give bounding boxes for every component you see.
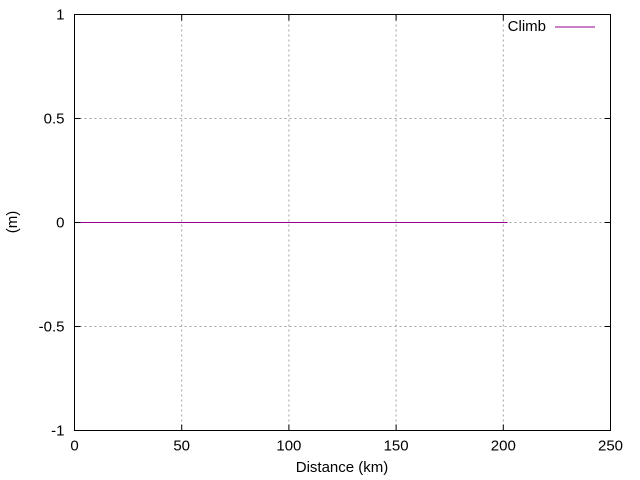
x-tick-label: 0 xyxy=(70,438,78,455)
x-axis-label: Distance (km) xyxy=(296,459,389,476)
x-tick-label: 200 xyxy=(491,438,516,455)
x-tick-label: 100 xyxy=(276,438,301,455)
legend-label-climb: Climb xyxy=(508,18,546,35)
grid xyxy=(74,14,611,431)
x-tick-label: 150 xyxy=(384,438,409,455)
axis-ticks: 0 50 100 150 200 250 -1 -0.5 0 0.5 1 xyxy=(39,7,623,455)
y-tick-label: -1 xyxy=(51,423,64,440)
y-tick-label: 0 xyxy=(56,215,64,232)
y-axis-label: (m) xyxy=(4,211,21,234)
y-tick-label: -0.5 xyxy=(39,319,65,336)
legend: Climb xyxy=(508,18,595,35)
x-tick-label: 50 xyxy=(173,438,190,455)
x-tick-label: 250 xyxy=(598,438,623,455)
y-tick-label: 1 xyxy=(56,7,64,24)
y-tick-label: 0.5 xyxy=(44,111,65,128)
